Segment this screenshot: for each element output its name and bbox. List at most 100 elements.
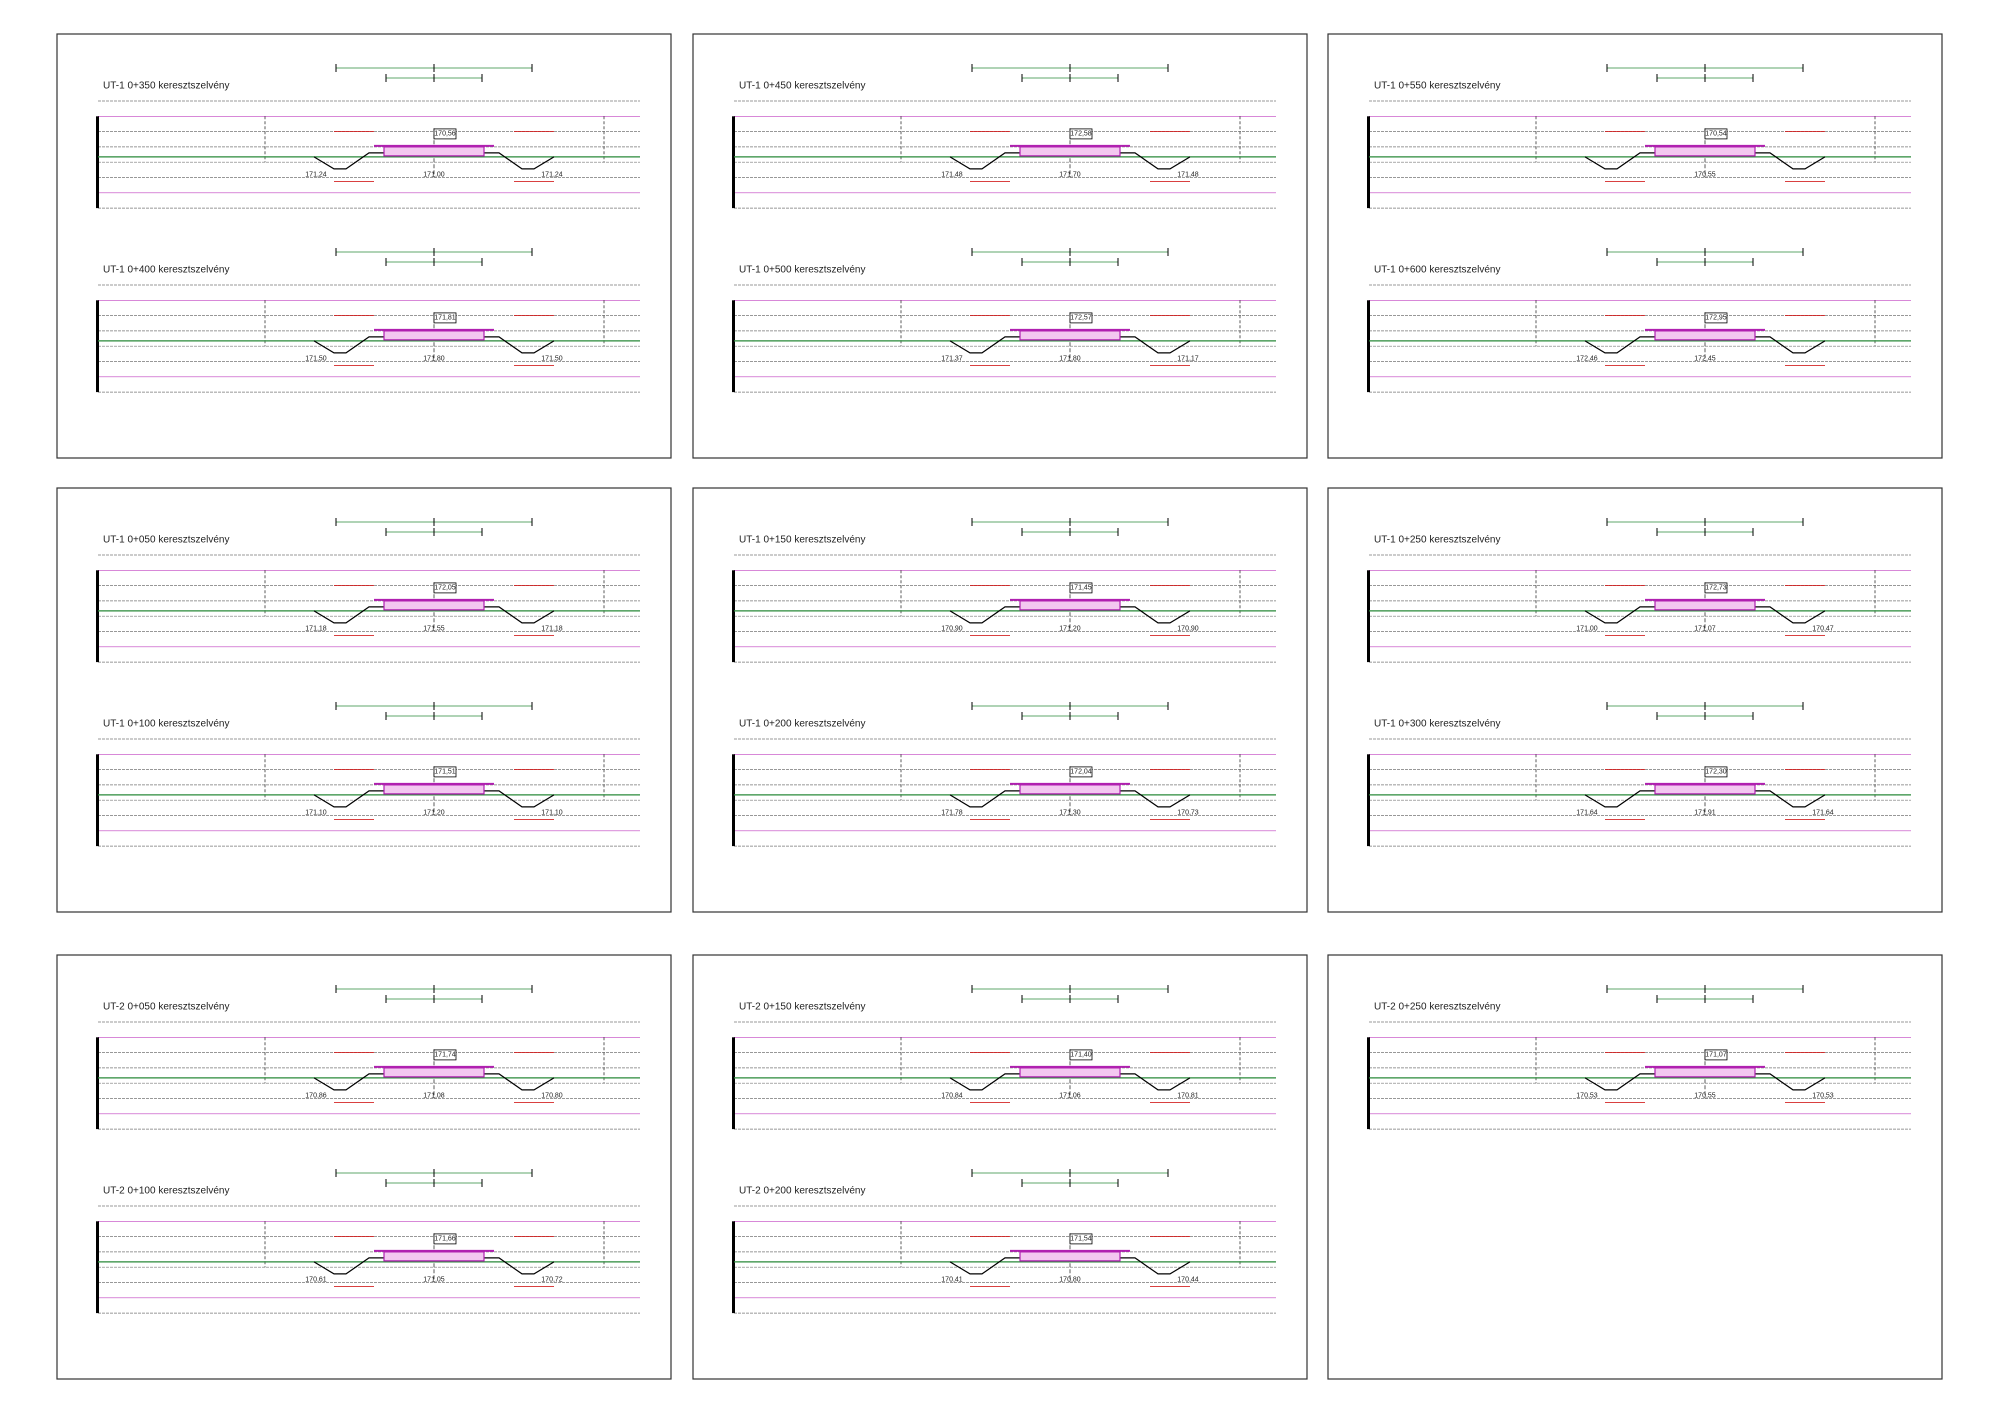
axis-bar (1367, 754, 1370, 847)
left-elevation: 172,46 (1576, 356, 1598, 363)
panel-border (56, 954, 672, 1380)
axis-bar (96, 300, 99, 393)
right-elevation: 170,80 (541, 1093, 563, 1100)
panel: UT-1 0+150 keresztszelvény 171,45 171,20 17… (692, 487, 1308, 913)
elevation-box (433, 766, 457, 778)
axis-bar (96, 1037, 99, 1130)
center-elevation: 171,05 (423, 1277, 445, 1284)
panel: UT-2 0+150 keresztszelvény 171,40 171,06 17… (692, 954, 1308, 1380)
right-elevation: 170,81 (1177, 1093, 1199, 1100)
right-elevation: 170,90 (1177, 626, 1199, 633)
road-body (1654, 600, 1756, 611)
panel: UT-1 0+050 keresztszelvény 172,05 171,55 17… (56, 487, 672, 913)
section-title: UT-1 0+350 keresztszelvény (103, 81, 229, 92)
cross-section: UT-1 0+450 keresztszelvény 172,58 171,70 17… (732, 64, 1276, 209)
elevation-box-label: 171,07 (1705, 1052, 1727, 1059)
left-elevation: 170,86 (305, 1093, 327, 1100)
section-title: UT-2 0+100 keresztszelvény (103, 1186, 229, 1197)
elevation-box (433, 312, 457, 324)
elevation-box-label: 170,54 (1705, 131, 1727, 138)
left-elevation: 170,61 (305, 1277, 327, 1284)
elevation-box-label: 171,45 (1070, 585, 1092, 592)
cross-section: UT-1 0+300 keresztszelvény 172,30 171,91 17… (1367, 702, 1911, 847)
panel-border (1327, 487, 1943, 913)
panel-border (56, 487, 672, 913)
axis-bar (732, 570, 735, 663)
right-elevation: 171,50 (541, 356, 563, 363)
section-title: UT-1 0+500 keresztszelvény (739, 265, 865, 276)
elevation-box-label: 172,30 (1705, 769, 1727, 776)
elevation-box-label: 171,74 (434, 1052, 456, 1059)
section-title: UT-1 0+150 keresztszelvény (739, 535, 865, 546)
left-elevation: 171,10 (305, 810, 327, 817)
elevation-box-label: 171,40 (1070, 1052, 1092, 1059)
cross-section: UT-2 0+100 keresztszelvény 171,66 171,05 17… (96, 1169, 640, 1314)
right-elevation: 170,72 (541, 1277, 563, 1284)
section-title: UT-1 0+250 keresztszelvény (1374, 535, 1500, 546)
left-elevation: 171,37 (941, 356, 963, 363)
axis-bar (732, 1221, 735, 1314)
right-elevation: 171,17 (1177, 356, 1199, 363)
section-title: UT-1 0+600 keresztszelvény (1374, 265, 1500, 276)
left-elevation: 171,48 (941, 172, 963, 179)
panel-border (56, 33, 672, 459)
left-elevation: 171,64 (1576, 810, 1598, 817)
left-elevation: 171,78 (941, 810, 963, 817)
right-elevation: 171,24 (541, 172, 563, 179)
center-elevation: 172,45 (1694, 356, 1716, 363)
axis-bar (96, 116, 99, 209)
section-title: UT-1 0+450 keresztszelvény (739, 81, 865, 92)
elevation-box (1069, 128, 1093, 140)
cross-section: UT-1 0+350 keresztszelvény 170,56 171,00 17… (96, 64, 640, 209)
panel-border (692, 954, 1308, 1380)
right-elevation: 170,73 (1177, 810, 1199, 817)
center-elevation: 171,30 (1059, 810, 1081, 817)
left-elevation: 170,84 (941, 1093, 963, 1100)
elevation-box (1704, 1049, 1728, 1061)
cross-section: UT-1 0+050 keresztszelvény 172,05 171,55 17… (96, 518, 640, 663)
center-elevation: 171,00 (423, 172, 445, 179)
road-body (1654, 330, 1756, 341)
elevation-box (1069, 1049, 1093, 1061)
panel: UT-1 0+550 keresztszelvény170,54170,55UT… (1327, 33, 1943, 459)
right-elevation: 171,64 (1812, 810, 1834, 817)
center-elevation: 170,55 (1694, 1093, 1716, 1100)
road-body (1019, 1251, 1121, 1262)
elevation-box (1069, 766, 1093, 778)
right-elevation: 171,18 (541, 626, 563, 633)
section-title: UT-2 0+200 keresztszelvény (739, 1186, 865, 1197)
left-elevation: 171,18 (305, 626, 327, 633)
road-body (1019, 146, 1121, 157)
cross-section: UT-1 0+600 keresztszelvény 172,95 172,45 17… (1367, 248, 1911, 393)
section-title: UT-2 0+050 keresztszelvény (103, 1002, 229, 1013)
left-elevation: 171,24 (305, 172, 327, 179)
elevation-box (1704, 312, 1728, 324)
center-elevation: 171,08 (423, 1093, 445, 1100)
road-body (1019, 784, 1121, 795)
elevation-box-label: 172,95 (1705, 315, 1727, 322)
road-body (1654, 1067, 1756, 1078)
center-elevation: 171,91 (1694, 810, 1716, 817)
left-elevation: 171,50 (305, 356, 327, 363)
elevation-box-label: 171,66 (434, 1236, 456, 1243)
axis-bar (96, 754, 99, 847)
axis-bar (1367, 570, 1370, 663)
center-elevation: 171,55 (423, 626, 445, 633)
panel: UT-1 0+350 keresztszelvény 170,56 171,00 17… (56, 33, 672, 459)
panel-border (692, 33, 1308, 459)
cross-section: UT-1 0+200 keresztszelvény 172,04 171,30 17… (732, 702, 1276, 847)
cross-section: UT-1 0+500 keresztszelvény 172,57 171,80 17… (732, 248, 1276, 393)
elevation-box-label: 172,73 (1705, 585, 1727, 592)
elevation-box (433, 128, 457, 140)
road-body (1019, 1067, 1121, 1078)
section-title: UT-1 0+050 keresztszelvény (103, 535, 229, 546)
section-title: UT-2 0+150 keresztszelvény (739, 1002, 865, 1013)
road-body (1019, 600, 1121, 611)
panel: UT-1 0+250 keresztszelvény 172,73 171,07 17… (1327, 487, 1943, 913)
section-title: UT-1 0+300 keresztszelvény (1374, 719, 1500, 730)
center-elevation: 171,80 (1059, 356, 1081, 363)
elevation-box-label: 172,05 (434, 585, 456, 592)
cross-section: UT-2 0+200 keresztszelvény 171,54 170,80 17… (732, 1169, 1276, 1314)
left-elevation: 171,00 (1576, 626, 1598, 633)
cross-section: UT-1 0+250 keresztszelvény 172,73 171,07 17… (1367, 518, 1911, 663)
